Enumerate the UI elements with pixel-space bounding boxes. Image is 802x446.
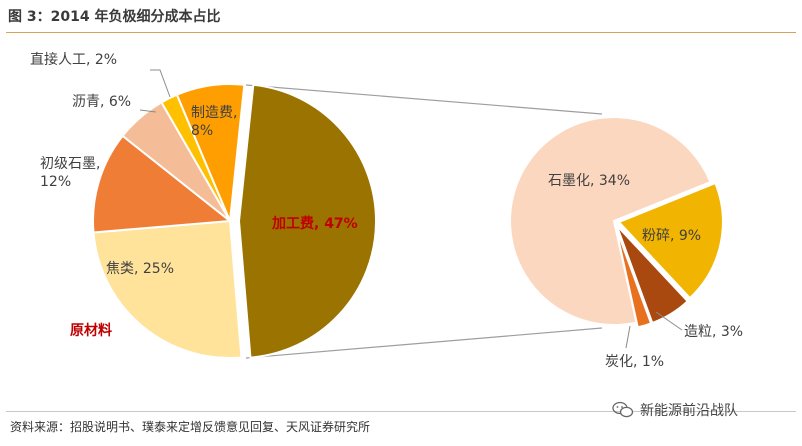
left-pie-slice-1 bbox=[92, 219, 243, 359]
slice-label-zhijie-rengong: 直接人工, 2% bbox=[30, 51, 117, 68]
left-pie-slice-0 bbox=[237, 83, 377, 359]
group-label-yuancailiao: 原材料 bbox=[70, 322, 112, 339]
slice-label-fensui: 粉碎, 9% bbox=[642, 228, 701, 244]
title-divider bbox=[6, 32, 796, 33]
connector-line-0 bbox=[245, 84, 603, 115]
footer-divider bbox=[6, 411, 796, 412]
slice-label-jiaolei: 焦类, 25% bbox=[106, 261, 174, 277]
left-pie-slice-2 bbox=[92, 134, 233, 234]
slice-label-chuji-shimo: 初级石墨, 12% bbox=[40, 155, 100, 190]
slice-label-liqing: 沥青, 6% bbox=[72, 94, 131, 110]
watermark-text: 新能源前沿战队 bbox=[640, 403, 738, 419]
wechat-icon bbox=[612, 401, 634, 418]
right-pie-slice-0 bbox=[509, 116, 712, 326]
leader-tanhua bbox=[625, 325, 631, 349]
leader-zaoli bbox=[655, 311, 683, 331]
page-title: 图 3：2014 年负极细分成本占比 bbox=[8, 9, 221, 25]
leader-zhijie-rengong bbox=[150, 69, 171, 98]
watermark: 新能源前沿战队 bbox=[612, 400, 738, 420]
slice-label-zaoli: 造粒, 3% bbox=[684, 324, 743, 340]
right-pie-slice-2 bbox=[615, 224, 690, 325]
left-pie-slice-5 bbox=[175, 83, 246, 222]
connector-line-1 bbox=[245, 327, 603, 359]
slice-label-shimohua: 石墨化, 34% bbox=[548, 173, 630, 189]
slice-label-tanhua: 炭化, 1% bbox=[605, 354, 664, 370]
right-pie-slice-3 bbox=[614, 225, 653, 329]
slice-label-zhizaofei: 制造费, 8% bbox=[191, 105, 237, 139]
source-note: 资料来源：招股说明书、璞泰来定增反馈意见回复、天风证券研究所 bbox=[10, 420, 371, 434]
right-pie-slice-1 bbox=[617, 181, 724, 300]
slice-label-jiagongfei: 加工费, 47% bbox=[271, 215, 358, 232]
leader-liqing bbox=[139, 109, 157, 113]
